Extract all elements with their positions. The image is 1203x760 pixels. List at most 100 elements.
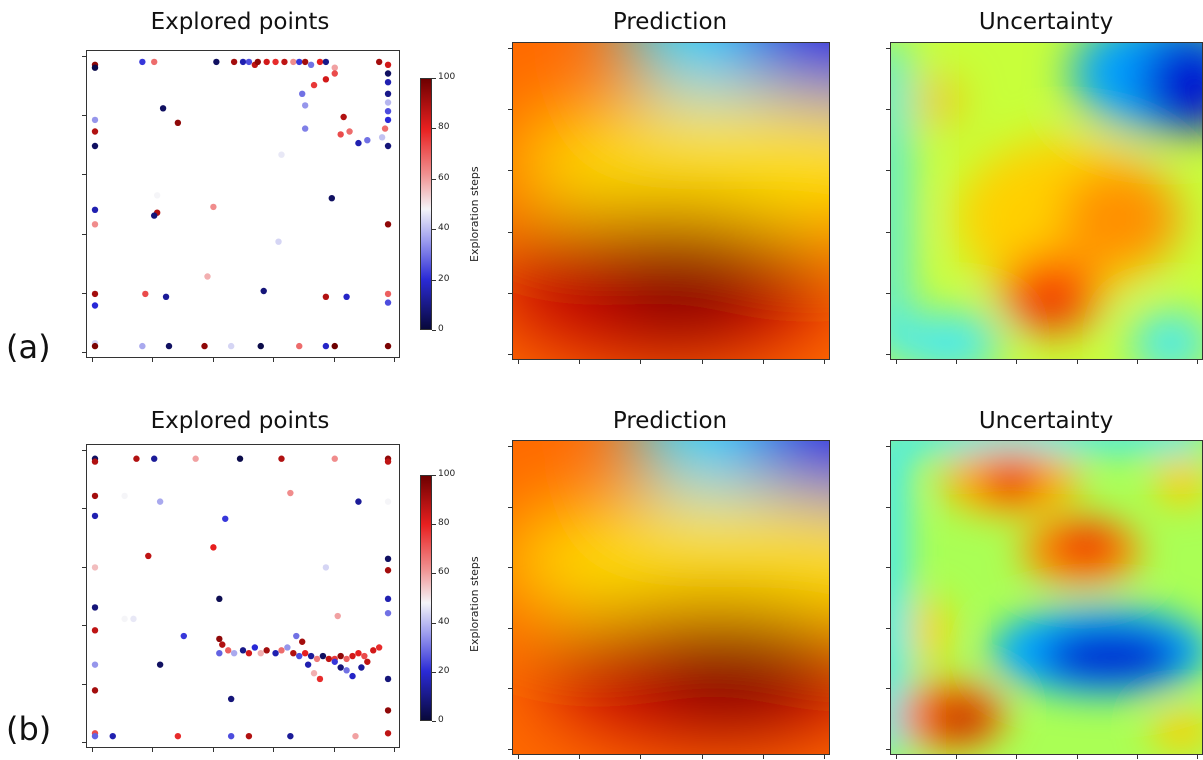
scatter-point <box>355 498 362 505</box>
prediction-svg-a <box>513 43 829 359</box>
scatter-point <box>91 116 99 124</box>
scatter-point <box>227 342 235 350</box>
y-axis-tick <box>508 446 512 447</box>
scatter-point <box>162 293 170 300</box>
x-axis-tick <box>579 360 581 364</box>
colorbar-label-b: Exploration steps <box>468 556 481 652</box>
title-prediction-b: Prediction <box>612 408 728 434</box>
colorbar-a <box>420 78 432 330</box>
uncertainty-edge-left-a <box>891 43 906 359</box>
scatter-point <box>384 70 392 77</box>
colorbar-tick-label-a: 80 <box>438 122 450 133</box>
scatter-point <box>251 644 259 651</box>
y-axis-tick <box>508 506 512 508</box>
y-axis-tick <box>82 742 86 743</box>
scatter-point <box>204 273 211 280</box>
scatter-point <box>260 287 267 295</box>
scatter-point <box>287 732 294 740</box>
scatter-point <box>301 58 309 66</box>
uncertainty-blob-a4 <box>1141 43 1202 133</box>
prediction-blob-b2 <box>743 441 829 506</box>
scatter-point <box>153 192 161 199</box>
uncertainty-blob-a2 <box>1131 313 1202 359</box>
y-axis-tick <box>508 688 512 690</box>
title-uncertainty-b: Uncertainty <box>978 408 1114 434</box>
scatter-point <box>91 342 99 350</box>
scatter-point <box>225 647 232 654</box>
uncertainty-blob-b2 <box>981 461 1041 501</box>
y-axis-tick <box>886 627 890 629</box>
scatter-point <box>91 458 99 465</box>
scatter-point <box>340 113 347 121</box>
y-axis-tick <box>82 508 86 510</box>
y-axis-tick <box>508 109 512 111</box>
scatter-point <box>361 652 368 660</box>
y-axis-tick <box>82 566 86 568</box>
y-axis-tick <box>82 115 86 117</box>
scatter-point <box>227 732 235 740</box>
colorbar-tick-label-b: 80 <box>438 518 450 529</box>
scatter-point <box>343 293 350 300</box>
x-axis-tick <box>640 755 642 759</box>
colorbar-tickmark-a <box>432 128 436 130</box>
x-axis-tick <box>152 358 154 362</box>
x-axis-tick <box>640 360 642 364</box>
scatter-point <box>216 650 223 657</box>
scatter-point <box>156 661 164 668</box>
y-axis-tick <box>82 292 86 294</box>
scatter-point <box>165 342 173 350</box>
colorbar-tick-label-b: 60 <box>438 567 450 578</box>
scatter-point <box>384 555 392 563</box>
x-axis-tick <box>333 358 335 362</box>
colorbar-tickmark-b <box>432 622 436 624</box>
scatter-point <box>301 102 309 109</box>
scatter-point <box>290 58 297 66</box>
x-axis-tick <box>1197 755 1198 759</box>
scatter-point <box>328 195 335 202</box>
scatter-point <box>145 552 152 560</box>
scatter-point <box>219 641 226 648</box>
colorbar-tickmark-a <box>432 330 436 331</box>
scatter-point <box>272 650 279 657</box>
x-axis-tick <box>762 755 764 759</box>
colorbar-tick-label-b: 40 <box>438 616 450 627</box>
scatter-point <box>236 455 244 462</box>
y-axis-tick <box>82 625 86 627</box>
y-axis-tick <box>508 231 512 233</box>
scatter-point <box>222 515 229 522</box>
scatter-point <box>310 670 318 677</box>
scatter-point <box>343 667 350 674</box>
scatter-point <box>358 664 365 671</box>
y-axis-tick <box>82 683 86 685</box>
x-axis-tick <box>1016 360 1018 364</box>
scatter-point <box>337 652 344 660</box>
colorbar-tick-label-b: 20 <box>438 665 450 676</box>
scatter-point <box>384 116 392 124</box>
scatter-point <box>245 732 253 740</box>
scatter-point <box>384 221 392 228</box>
scatter-point <box>325 655 333 663</box>
scatter-point <box>254 58 261 66</box>
scatter-point <box>227 695 235 703</box>
scatter-point <box>384 342 392 350</box>
y-axis-tick <box>508 292 512 294</box>
scatter-point <box>174 732 182 740</box>
scatter-point <box>239 58 247 66</box>
x-axis-tick <box>394 358 395 362</box>
prediction-blob-a2 <box>736 43 829 103</box>
y-axis-tick <box>508 354 512 355</box>
y-axis-tick <box>82 450 86 451</box>
colorbar-tick-label-a: 0 <box>438 324 444 334</box>
uncertainty-svg-b <box>891 441 1202 754</box>
scatter-point <box>296 652 303 660</box>
scatter-point <box>230 58 238 66</box>
colorbar-tick-label-a: 100 <box>438 72 456 82</box>
scatter-point <box>381 125 389 132</box>
x-axis-tick <box>518 755 519 759</box>
scatter-point <box>201 342 208 350</box>
scatter-point <box>216 635 223 643</box>
scatter-point <box>337 131 344 138</box>
x-axis-tick <box>701 360 703 364</box>
scatter-point <box>290 650 297 657</box>
x-axis-tick <box>333 748 335 752</box>
